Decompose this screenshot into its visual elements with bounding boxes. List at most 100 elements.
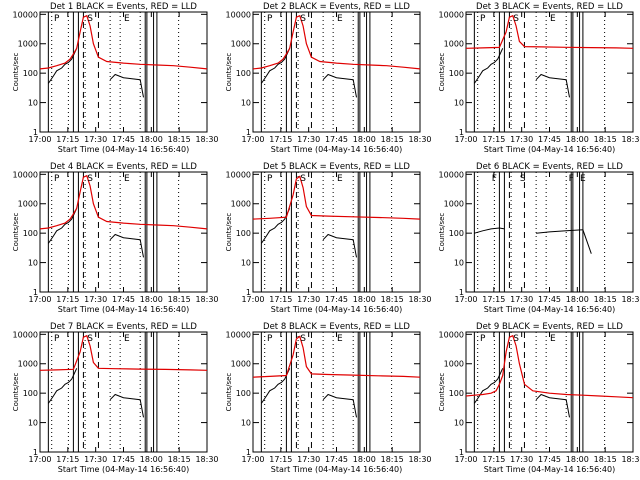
x-axis-label: Start Time (04-May-14 16:56:40) — [271, 305, 402, 314]
series-red-lld — [39, 174, 208, 230]
series-black-events — [109, 73, 144, 98]
y-tick-label: 1 — [246, 288, 251, 297]
event-marker: P — [54, 174, 60, 184]
y-tick-label: 100 — [449, 69, 464, 78]
series-black-events — [260, 368, 291, 404]
x-tick-label: 17:15 — [269, 455, 292, 464]
y-tick-label: 1000 — [444, 200, 464, 209]
series-red-lld — [252, 335, 421, 378]
x-tick-label: 17:30 — [84, 295, 107, 304]
y-tick-label: 10000 — [439, 170, 464, 179]
y-tick-label: 100 — [449, 389, 464, 398]
x-tick-label: 17:30 — [297, 295, 320, 304]
x-axis-label: Start Time (04-May-14 16:56:40) — [484, 465, 615, 474]
event-marker: E — [337, 14, 343, 24]
event-marker: E — [337, 334, 343, 344]
y-tick-label: 10 — [28, 259, 38, 268]
x-tick-label: 17:00 — [241, 455, 264, 464]
series-red-lld — [465, 334, 634, 399]
x-tick-label: 17:30 — [510, 295, 533, 304]
x-tick-label: 17:45 — [112, 455, 135, 464]
event-marker: S — [300, 334, 306, 344]
x-tick-label: 18:15 — [381, 455, 404, 464]
x-tick-label: 18:30 — [195, 455, 218, 464]
x-tick-label: 18:30 — [621, 135, 640, 144]
y-axis-label: Counts/sec — [12, 373, 20, 412]
x-tick-label: 18:15 — [381, 135, 404, 144]
y-tick-label: 1000 — [18, 360, 38, 369]
x-axis-label: Start Time (04-May-14 16:56:40) — [58, 305, 189, 314]
x-tick-label: 18:30 — [408, 295, 431, 304]
y-tick-label: 1000 — [444, 360, 464, 369]
y-tick-label: 100 — [449, 229, 464, 238]
series-black-events — [260, 208, 291, 244]
event-marker: S — [520, 174, 526, 184]
event-marker: P — [480, 334, 486, 344]
x-tick-label: 17:45 — [538, 135, 561, 144]
y-tick-label: 1000 — [231, 40, 251, 49]
x-axis-label: Start Time (04-May-14 16:56:40) — [484, 145, 615, 154]
series-black-events — [322, 73, 357, 98]
y-tick-label: 1 — [459, 448, 464, 457]
event-marker: F — [569, 174, 574, 184]
x-tick-label: 17:15 — [482, 295, 505, 304]
event-marker: S — [87, 174, 93, 184]
y-tick-label: 10000 — [226, 330, 251, 339]
x-tick-label: 17:30 — [84, 455, 107, 464]
x-tick-label: 17:15 — [56, 135, 79, 144]
x-tick-label: 17:00 — [28, 135, 51, 144]
x-tick-label: 18:00 — [140, 295, 163, 304]
chart-title: Det 3 BLACK = Events, RED = LLD — [476, 2, 623, 12]
x-tick-label: 18:15 — [594, 135, 617, 144]
y-tick-label: 1000 — [231, 200, 251, 209]
y-axis-label: Counts/sec — [12, 213, 20, 252]
chart-title: Det 2 BLACK = Events, RED = LLD — [263, 2, 410, 12]
x-tick-label: 17:45 — [538, 455, 561, 464]
series-black-events — [260, 48, 291, 84]
event-marker: P — [54, 14, 60, 24]
x-tick-label: 17:15 — [56, 295, 79, 304]
plot-frame — [252, 171, 421, 293]
series-red-lld — [252, 175, 421, 220]
event-marker: F — [492, 174, 497, 184]
event-marker: E — [580, 174, 586, 184]
x-tick-label: 18:00 — [566, 135, 589, 144]
x-tick-label: 18:15 — [168, 455, 191, 464]
event-marker: P — [54, 334, 60, 344]
x-tick-label: 18:15 — [168, 295, 191, 304]
y-tick-label: 100 — [23, 229, 38, 238]
event-marker: E — [337, 174, 343, 184]
chart-panel: 1 10 100 1000 10000 17:00 17:15 17:30 17:45 18:00… — [438, 162, 640, 314]
y-axis-label: Counts/sec — [438, 373, 446, 412]
x-tick-label: 17:00 — [241, 295, 264, 304]
x-tick-label: 18:30 — [408, 135, 431, 144]
x-tick-label: 18:00 — [566, 295, 589, 304]
x-tick-label: 18:15 — [381, 295, 404, 304]
series-black-events — [47, 368, 78, 404]
y-tick-label: 10000 — [13, 330, 38, 339]
y-axis-label: Counts/sec — [225, 213, 233, 252]
x-tick-label: 17:00 — [28, 295, 51, 304]
y-tick-label: 1 — [33, 128, 38, 137]
series-black-events — [535, 393, 570, 418]
y-axis-label: Counts/sec — [438, 53, 446, 92]
series-black-events — [473, 48, 504, 84]
x-tick-label: 17:45 — [325, 135, 348, 144]
y-tick-label: 1000 — [18, 200, 38, 209]
series-black-events — [47, 208, 78, 244]
y-tick-label: 10000 — [13, 10, 38, 19]
series-red-lld — [252, 14, 421, 70]
chart-panel: 1 10 100 1000 10000 17:00 17:15 17:30 17:45 18:00… — [12, 162, 219, 314]
y-axis-label: Counts/sec — [225, 53, 233, 92]
x-tick-label: 18:00 — [140, 135, 163, 144]
chart-title: Det 9 BLACK = Events, RED = LLD — [476, 322, 623, 332]
x-axis-label: Start Time (04-May-14 16:56:40) — [58, 145, 189, 154]
x-tick-label: 17:15 — [482, 135, 505, 144]
y-tick-label: 10000 — [226, 170, 251, 179]
y-tick-label: 10 — [454, 419, 464, 428]
x-tick-label: 18:30 — [408, 455, 431, 464]
plot-frame — [465, 331, 634, 453]
series-red-lld — [465, 14, 634, 49]
series-black-events — [322, 233, 357, 258]
